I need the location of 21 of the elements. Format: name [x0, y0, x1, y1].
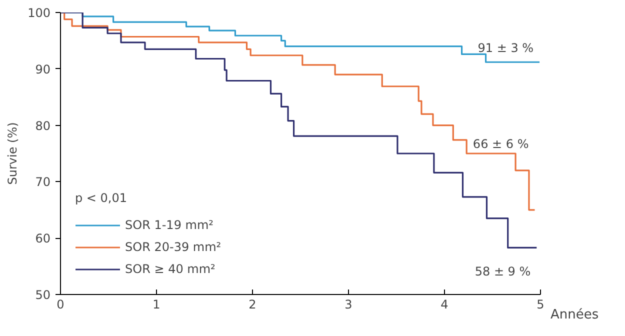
x-axis-title: Années	[550, 308, 599, 322]
y-tick-label: 60	[35, 232, 51, 246]
x-tick-label: 1	[152, 298, 160, 312]
annotation: 66 ± 6 %	[472, 136, 529, 151]
x-tick-label: 2	[248, 298, 256, 312]
legend-label: SOR 1-19 mm²	[125, 218, 214, 232]
y-tick-label: 50	[35, 288, 51, 302]
y-axis-title: Survie (%)	[6, 122, 20, 185]
legend-label: SOR ≥ 40 mm²	[125, 262, 216, 276]
y-tick-label: 100	[28, 6, 50, 20]
x-tick-label: 4	[440, 298, 448, 312]
annotation: 58 ± 9 %	[474, 264, 531, 279]
x-tick-label: 0	[56, 298, 64, 312]
y-tick-label: 70	[35, 175, 51, 190]
x-tick-label: 3	[344, 298, 352, 312]
y-tick-label: 80	[35, 118, 51, 133]
legend-title: p < 0,01	[75, 191, 128, 205]
x-tick-label: 5	[536, 298, 544, 312]
legend-label: SOR 20-39 mm²	[125, 240, 222, 254]
y-tick-label: 90	[35, 62, 51, 76]
annotation: 91 ± 3 %	[478, 41, 534, 56]
